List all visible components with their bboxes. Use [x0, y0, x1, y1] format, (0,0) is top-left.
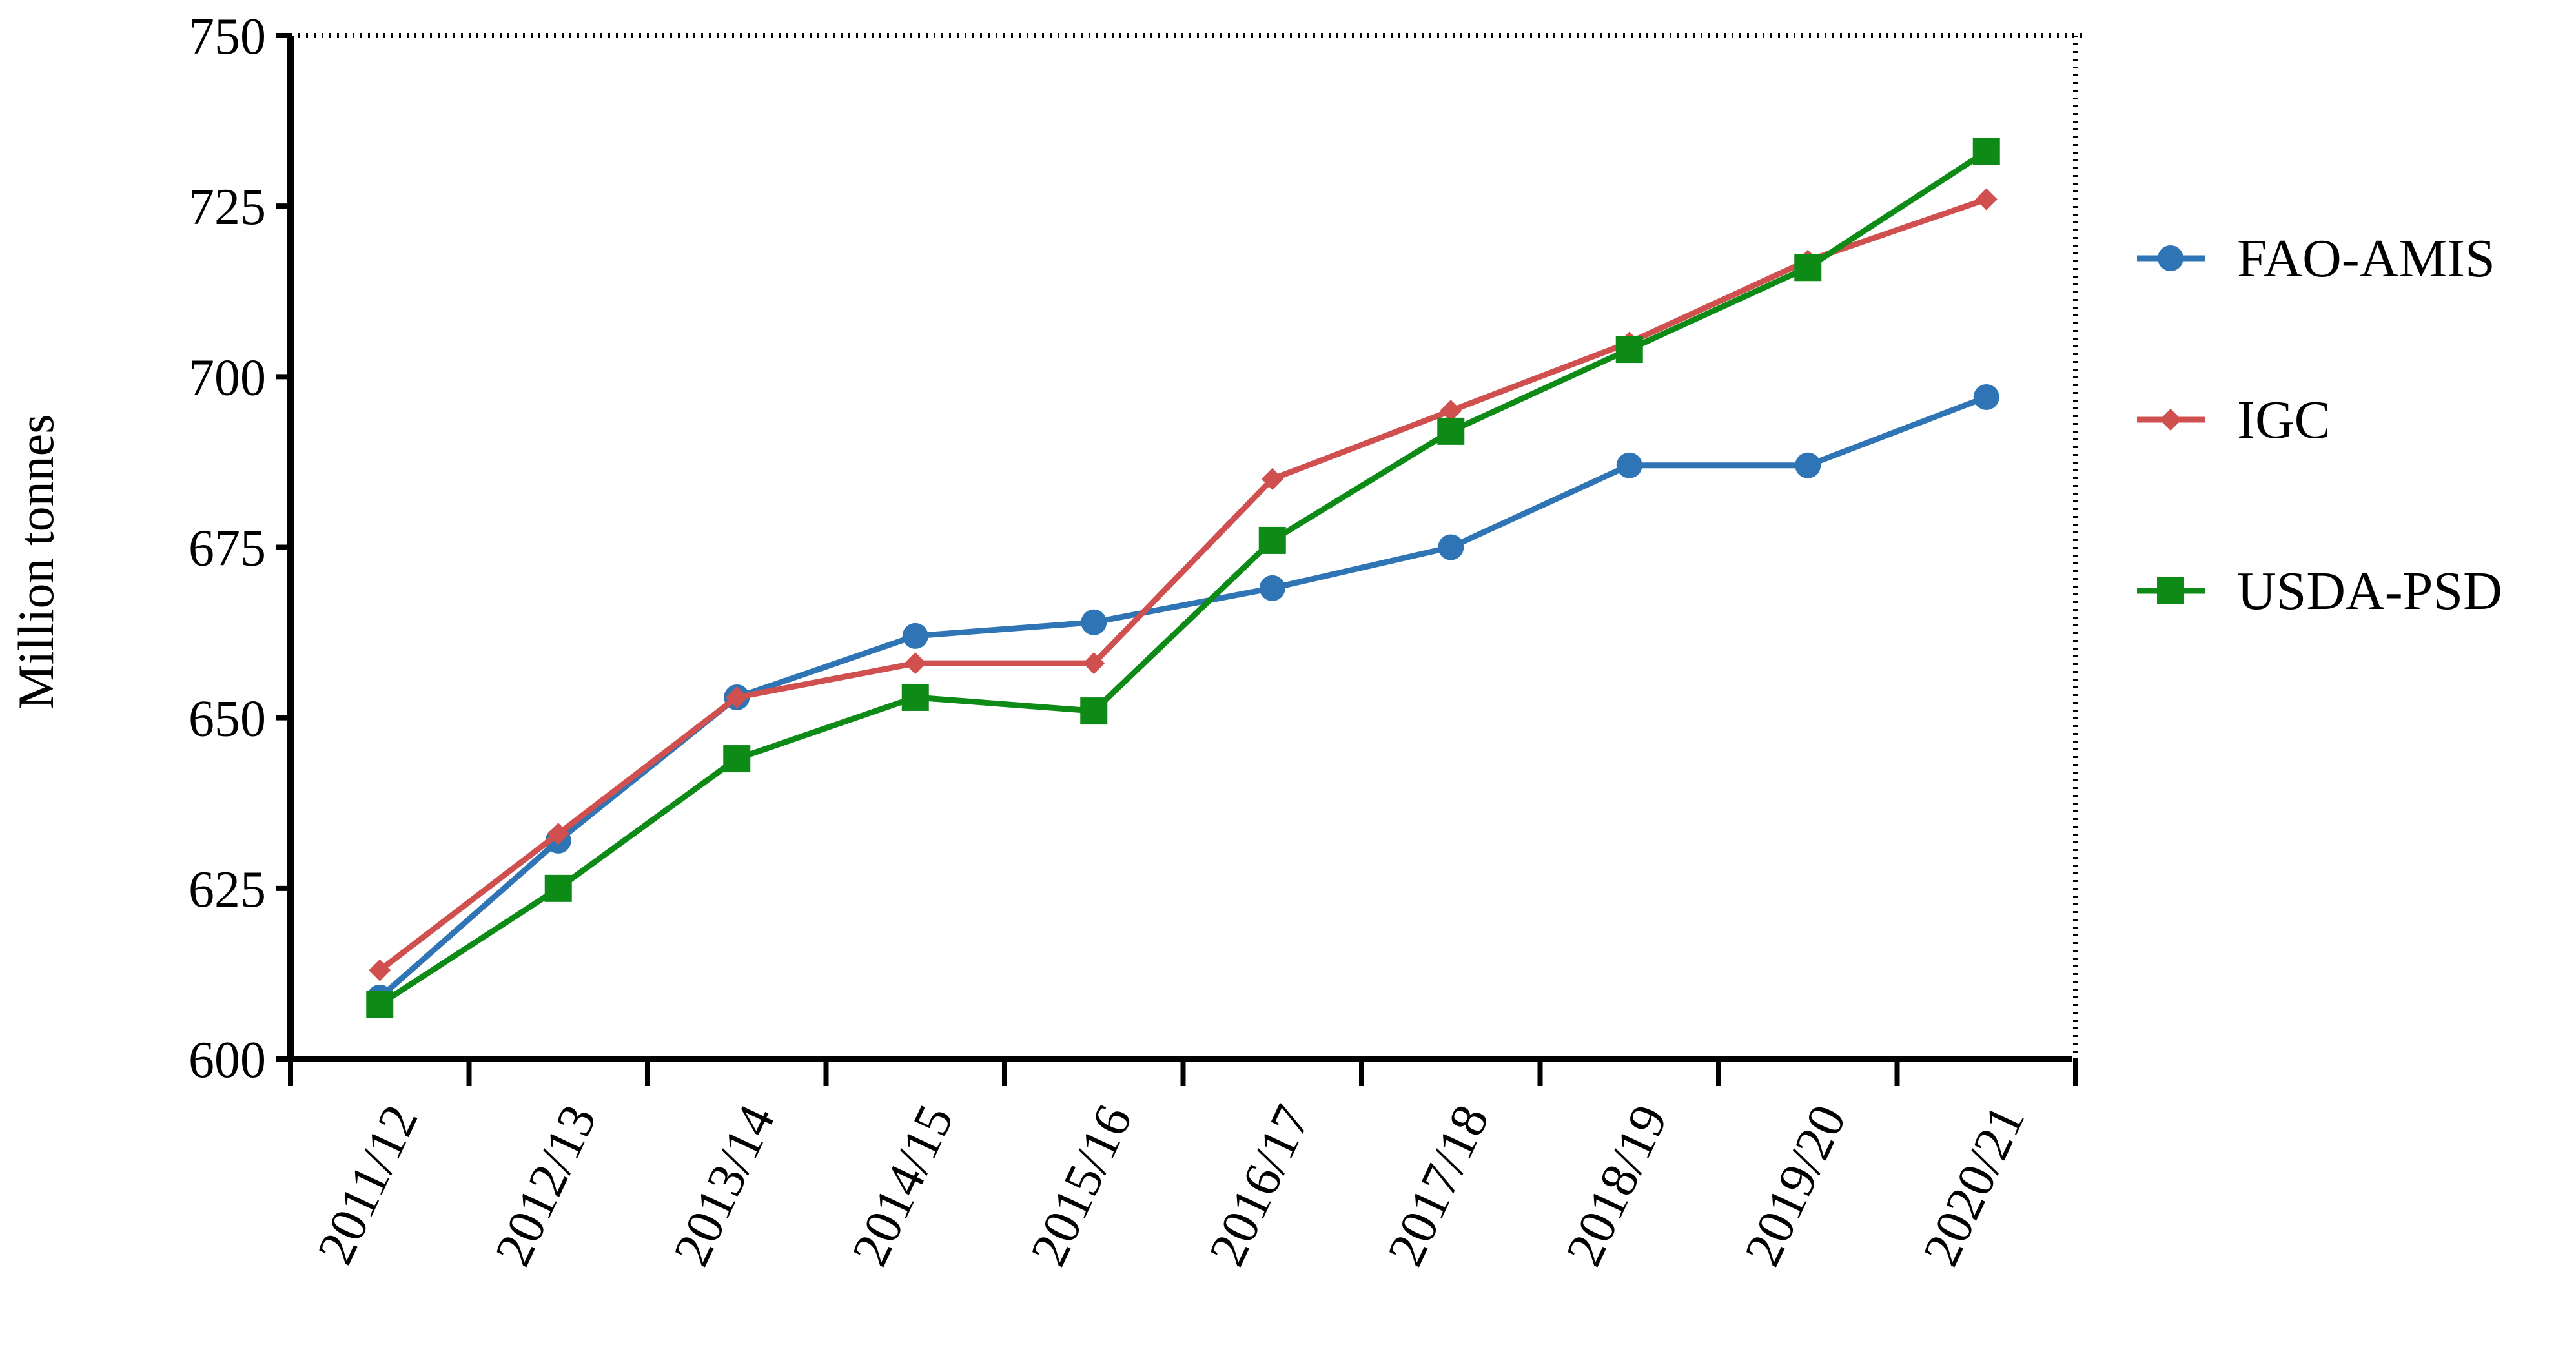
data-point-fao-amis: [1081, 609, 1107, 635]
data-point-usda-psd: [723, 745, 751, 773]
y-tick-label: 650: [189, 691, 266, 748]
series-line-igc: [378, 196, 1988, 973]
x-tick-label: 2016/17: [1198, 1096, 1322, 1274]
data-point-fao-amis: [1795, 452, 1821, 478]
legend-item-fao-amis: FAO-AMIS: [2137, 229, 2495, 289]
data-point-igc: [369, 959, 391, 981]
data-point-usda-psd: [1080, 697, 1108, 725]
y-axis-ticks: 600 625 650 675 700 725 750: [189, 8, 291, 1089]
data-point-igc: [1083, 652, 1105, 675]
legend-item-igc: IGC: [2137, 390, 2331, 450]
y-tick-label: 600: [189, 1032, 266, 1089]
data-point-fao-amis: [1616, 452, 1642, 478]
x-tick-label: 2015/16: [1020, 1096, 1143, 1274]
legend: FAO-AMIS IGC USDA-PSD: [2137, 229, 2502, 621]
x-tick-label: 2020/21: [1912, 1096, 2036, 1274]
y-tick-label: 700: [189, 349, 266, 406]
series-igc: [369, 188, 1998, 981]
x-tick-label: 2017/18: [1377, 1096, 1500, 1274]
series-line-usda-psd: [378, 149, 1988, 1007]
series-layer: [366, 138, 2000, 1018]
x-tick-label: 2013/14: [663, 1096, 786, 1274]
x-tick-label: 2014/15: [841, 1096, 965, 1274]
data-point-igc: [904, 652, 926, 675]
data-point-usda-psd: [366, 991, 394, 1018]
series-line-fao-amis: [378, 394, 1988, 1000]
data-point-fao-amis: [1259, 575, 1285, 601]
data-point-igc: [547, 823, 569, 845]
x-tick-label: 2018/19: [1555, 1096, 1679, 1274]
legend-marker-igc: [2160, 409, 2182, 431]
y-axis-title: Million tonnes: [8, 414, 64, 709]
x-tick-label: 2019/20: [1734, 1096, 1857, 1274]
data-point-usda-psd: [1258, 526, 1286, 554]
data-point-igc: [726, 686, 748, 708]
legend-marker-fao-amis: [2158, 245, 2183, 271]
legend-label: IGC: [2237, 390, 2331, 450]
data-point-usda-psd: [544, 874, 572, 902]
legend-marker-usda-psd: [2157, 577, 2184, 604]
series-fao-amis: [367, 384, 1999, 1011]
x-axis-ticks: 2011/12 2012/13 2013/14 2014/15 2015/16 2016/…: [288, 1059, 2078, 1274]
legend-label: USDA-PSD: [2237, 561, 2502, 621]
data-point-fao-amis: [1438, 534, 1464, 560]
data-point-usda-psd: [1972, 138, 2000, 165]
y-tick-label: 725: [189, 179, 266, 236]
x-tick-label: 2011/12: [307, 1096, 429, 1272]
y-tick-label: 675: [189, 520, 266, 577]
legend-label: FAO-AMIS: [2237, 229, 2495, 289]
data-point-usda-psd: [1615, 336, 1643, 364]
data-point-igc: [1975, 188, 1998, 211]
y-tick-label: 750: [189, 8, 266, 65]
data-point-fao-amis: [1973, 384, 1999, 411]
data-point-usda-psd: [1794, 254, 1822, 282]
plot-frame: [287, 33, 2085, 1062]
data-point-usda-psd: [901, 683, 929, 711]
data-point-usda-psd: [1437, 417, 1465, 445]
data-point-igc: [1440, 400, 1462, 422]
data-point-igc: [1261, 467, 1283, 490]
y-tick-label: 625: [189, 861, 266, 918]
series-usda-psd: [366, 138, 2000, 1018]
data-point-fao-amis: [902, 622, 928, 649]
x-tick-label: 2012/13: [484, 1096, 608, 1274]
legend-item-usda-psd: USDA-PSD: [2137, 561, 2502, 621]
